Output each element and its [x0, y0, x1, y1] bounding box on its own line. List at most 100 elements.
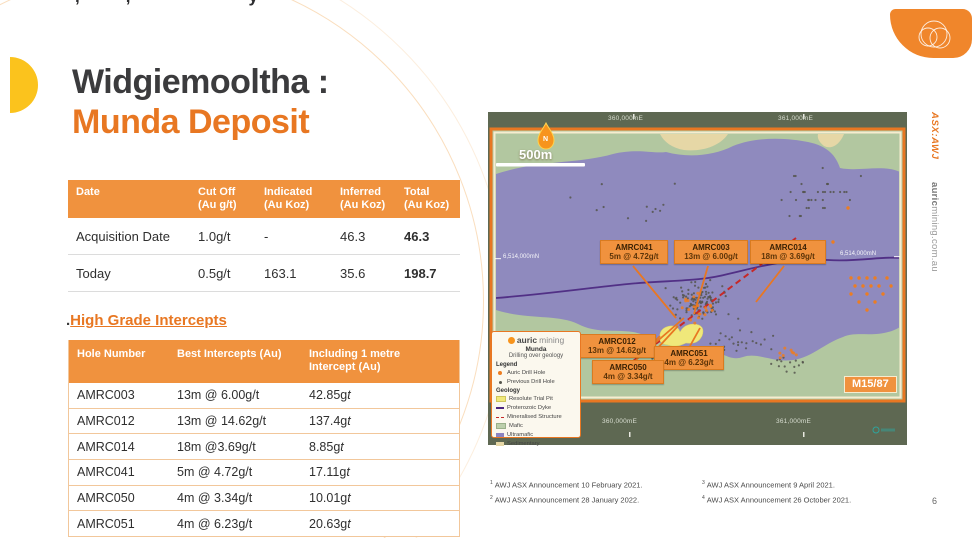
table-row: AMRC041 5m @ 4.72g/t 17.11gt	[69, 460, 459, 486]
mineralised-structure-swatch	[496, 416, 504, 418]
cell: 46.3	[340, 228, 366, 244]
coord-label-top-right: 361,000mE	[778, 115, 814, 122]
column-header: Hole Number	[69, 340, 169, 367]
legend-subtitle: Drilling over geology	[508, 353, 564, 359]
coord-label-left: 6,514,000mN	[503, 254, 540, 260]
resource-table: Date Cut Off (Au g/t) Indicated (Au Koz) I…	[68, 180, 460, 292]
top-tick	[633, 114, 635, 119]
footnotes-right: 3 AWJ ASX Announcement 9 April 2021. 4 AWJ…	[702, 477, 851, 506]
column-header: Date	[68, 180, 190, 218]
callout-intercept: 13m @ 14.62g/t	[587, 346, 647, 355]
callout-intercept: 4m @ 3.34g/t	[603, 372, 653, 381]
sedimentary-patch	[817, 134, 844, 148]
logo-text: mining	[539, 335, 565, 345]
header-text: Intercept (Au)	[309, 361, 381, 373]
header-text: Best Intercepts (Au)	[177, 348, 282, 360]
bottom-tick	[803, 432, 805, 437]
auric-drill-holes	[680, 206, 893, 360]
cell: 10.01gt	[301, 491, 459, 505]
column-header: Cut Off (Au g/t)	[190, 180, 256, 218]
cell: 17.11gt	[301, 465, 459, 479]
callout-intercept: 5m @ 4.72g/t	[609, 252, 659, 261]
legend-title: Munda	[525, 346, 547, 353]
table-row: AMRC003 13m @ 6.00g/t 42.85gt	[69, 383, 459, 409]
asx-ticker: ASX:AWJ	[929, 112, 940, 160]
cell: 42.85gt	[301, 388, 459, 402]
callout-amrc014: AMRC014 18m @ 3.69g/t	[750, 240, 826, 264]
footnote-sup: 4	[702, 494, 705, 501]
map-legend: auric mining Munda Drilling over geology …	[491, 331, 581, 447]
intercepts-table: Hole Number Best Intercepts (Au) Includi…	[68, 340, 460, 538]
intercepts-table-header: Hole Number Best Intercepts (Au) Includi…	[69, 340, 459, 383]
unit: t	[347, 388, 351, 403]
unit: t	[340, 439, 344, 454]
callout-intercept: 4m @ 6.23g/t	[664, 358, 714, 367]
cell: 18m @3.69g/t	[177, 439, 256, 454]
high-grade-intercepts-heading: .High Grade Intercepts	[66, 312, 227, 329]
footnote: 1 AWJ ASX Announcement 10 February 2021.	[490, 477, 643, 492]
callout-hole: AMRC041	[615, 243, 653, 252]
footnote-sup: 3	[702, 480, 705, 486]
mineralised-structure-line	[615, 237, 797, 375]
clipped-top-text: ,, y	[75, 0, 395, 7]
header-text: Date	[76, 186, 100, 198]
mafic-swatch	[496, 423, 506, 429]
tenement-label: M15/87	[844, 376, 897, 393]
legend-item: Ultramafic	[496, 431, 576, 439]
column-header: Including 1 metre Intercept (Au)	[301, 340, 459, 380]
footnote-sup: 1	[490, 480, 493, 486]
heading-dot: .	[66, 312, 71, 329]
geology-map: 360,000mE 361,000mE 360,000mE 361,000mE …	[488, 112, 907, 447]
unit: t	[347, 414, 351, 429]
auricmining-logo: auric mining	[496, 335, 576, 345]
value: 17.11g	[309, 465, 347, 480]
cell: 1.0g/t	[198, 228, 231, 244]
map-watermark-icon	[872, 426, 880, 434]
brand-swirl-icon	[918, 20, 951, 49]
value: 8.85g	[309, 439, 341, 454]
cell: AMRC014	[77, 439, 135, 454]
column-header: Total (Au Koz)	[396, 180, 460, 218]
header-text: (Au Koz)	[264, 199, 310, 211]
callout-hole: AMRC003	[692, 243, 730, 252]
page-title-line1: Widgiemooltha :	[72, 63, 329, 101]
cell: AMRC012	[77, 414, 135, 429]
value: 42.85g	[309, 388, 348, 403]
trial-pit-swatch	[496, 396, 506, 402]
cell: Acquisition Date	[76, 228, 170, 244]
cell: AMRC051	[77, 516, 135, 531]
header-text: Including 1 metre	[309, 348, 401, 360]
cell: AMRC003	[77, 388, 135, 403]
unit: t	[347, 491, 351, 506]
mn-dash	[894, 256, 900, 258]
scale-label: 500m	[519, 147, 553, 162]
callout-intercept: 18m @ 3.69g/t	[761, 252, 815, 261]
url-rest: mining.com.au	[929, 206, 940, 272]
cell: 20.63gt	[301, 517, 459, 531]
legend-item: Auric Drill Hole	[496, 369, 576, 377]
value: 20.63g	[309, 516, 348, 531]
legend-label: Proterozoic Dyke	[507, 405, 552, 411]
table-row: Acquisition Date 1.0g/t - 46.3 46.3	[68, 218, 460, 255]
callout-amrc003: AMRC003 13m @ 6.00g/t	[674, 240, 748, 264]
sedimentary-swatch	[496, 442, 504, 446]
value: 137.4g	[309, 414, 348, 429]
page-number: 6	[932, 496, 938, 506]
cell: 4m @ 3.34g/t	[177, 491, 253, 506]
cell: AMRC041	[77, 465, 135, 480]
resource-table-header: Date Cut Off (Au g/t) Indicated (Au Koz) I…	[68, 180, 460, 218]
footnote-sup: 2	[490, 494, 493, 501]
mn-dash	[495, 258, 501, 260]
footnotes-left: 1 AWJ ASX Announcement 10 February 2021. …	[490, 477, 643, 506]
heading-text: High Grade Intercepts	[70, 312, 227, 329]
legend-item: Mafic	[496, 422, 576, 430]
top-tick	[803, 114, 805, 119]
unit: t	[347, 516, 351, 531]
legend-item: Sedimentary	[496, 440, 576, 448]
callout-hole: AMRC012	[598, 337, 636, 346]
cell: 46.3	[404, 228, 430, 244]
website-url: auricmining.com.au	[929, 182, 940, 272]
legend-label: Sedimentary	[507, 441, 540, 447]
column-header: Inferred (Au Koz)	[332, 180, 396, 218]
table-row: AMRC014 18m @3.69g/t 8.85gt	[69, 434, 459, 461]
